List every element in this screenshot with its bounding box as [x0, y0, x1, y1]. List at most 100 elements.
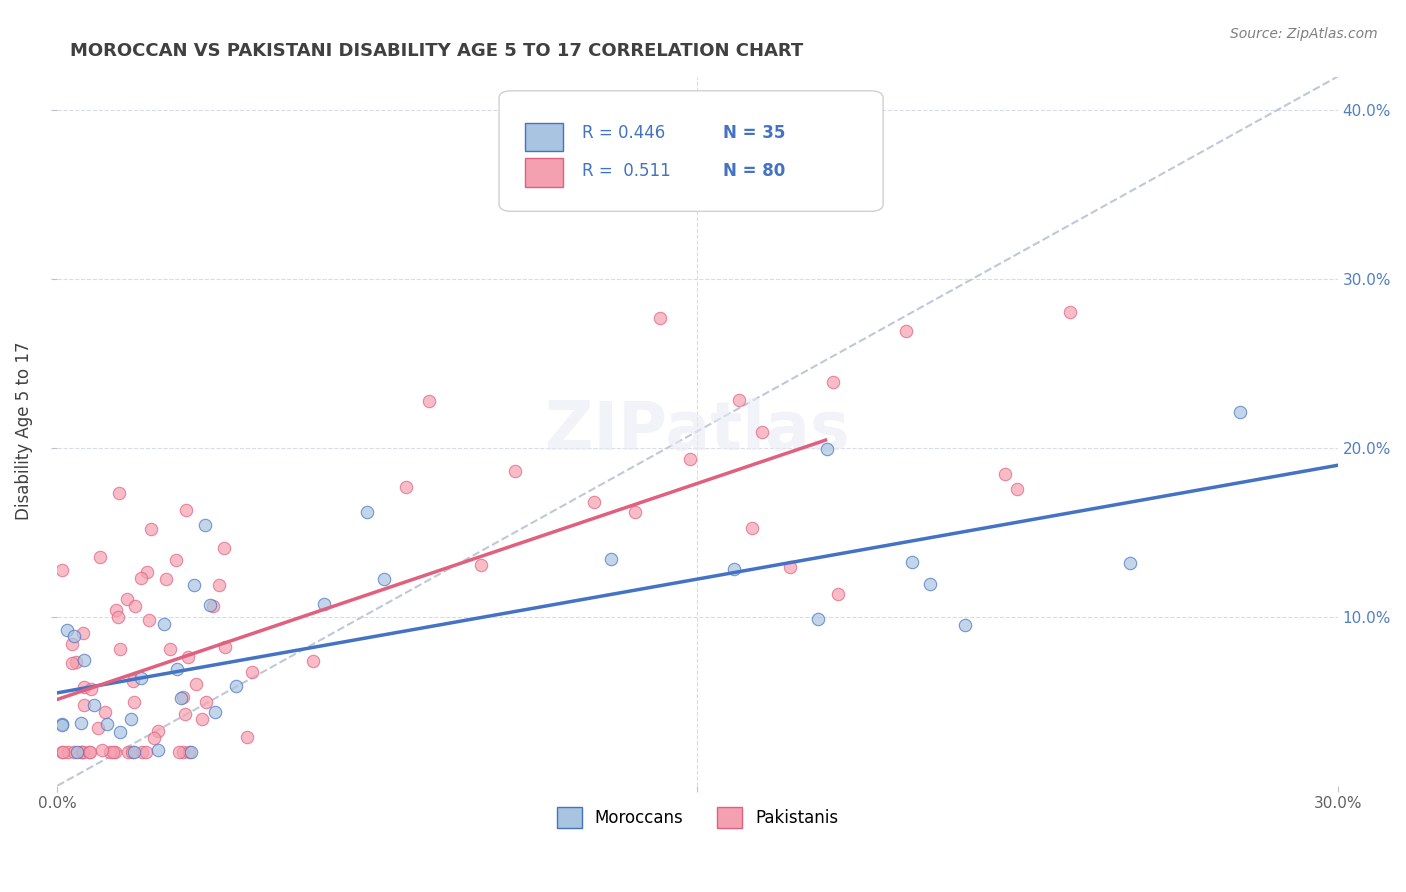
Moroccans: [129, 671, 152, 685]
Pakistanis: [60, 656, 83, 670]
FancyBboxPatch shape: [524, 158, 562, 186]
Pakistanis: [138, 613, 160, 627]
Pakistanis: [80, 682, 103, 697]
Pakistanis: [51, 745, 73, 759]
Pakistanis: [1059, 305, 1081, 319]
Moroccans: [953, 618, 976, 632]
Pakistanis: [143, 731, 166, 745]
Text: MOROCCAN VS PAKISTANI DISABILITY AGE 5 TO 17 CORRELATION CHART: MOROCCAN VS PAKISTANI DISABILITY AGE 5 T…: [70, 42, 803, 60]
Moroccans: [120, 712, 142, 726]
Pakistanis: [582, 495, 605, 509]
Pakistanis: [301, 654, 323, 668]
Pakistanis: [122, 695, 145, 709]
Pakistanis: [650, 311, 672, 326]
Pakistanis: [98, 745, 121, 759]
Pakistanis: [77, 745, 100, 759]
Pakistanis: [1007, 483, 1029, 497]
Pakistanis: [195, 695, 218, 709]
Pakistanis: [115, 591, 138, 606]
Pakistanis: [159, 641, 181, 656]
Pakistanis: [135, 745, 157, 759]
FancyBboxPatch shape: [499, 91, 883, 211]
Pakistanis: [779, 560, 801, 574]
Pakistanis: [105, 603, 128, 617]
Pakistanis: [821, 375, 844, 389]
Pakistanis: [108, 642, 131, 657]
Pakistanis: [741, 521, 763, 535]
Pakistanis: [236, 731, 259, 745]
Pakistanis: [418, 394, 440, 409]
Moroccans: [901, 555, 924, 569]
Moroccans: [373, 573, 395, 587]
Pakistanis: [124, 599, 146, 614]
Pakistanis: [87, 721, 110, 735]
Pakistanis: [155, 573, 177, 587]
Pakistanis: [56, 745, 79, 759]
Pakistanis: [202, 599, 225, 614]
Moroccans: [70, 715, 93, 730]
Pakistanis: [91, 743, 114, 757]
Pakistanis: [51, 563, 73, 577]
Pakistanis: [994, 467, 1017, 482]
Pakistanis: [117, 745, 139, 759]
Pakistanis: [89, 549, 111, 564]
Pakistanis: [623, 504, 645, 518]
Moroccans: [153, 616, 176, 631]
Moroccans: [166, 662, 188, 676]
Moroccans: [170, 690, 193, 705]
Pakistanis: [73, 680, 96, 694]
Pakistanis: [73, 698, 96, 712]
Pakistanis: [122, 674, 145, 689]
Legend: Moroccans, Pakistanis: Moroccans, Pakistanis: [550, 800, 845, 834]
Pakistanis: [72, 745, 94, 759]
Pakistanis: [177, 650, 200, 665]
Pakistanis: [728, 392, 751, 407]
Pakistanis: [60, 637, 83, 651]
Moroccans: [56, 624, 79, 638]
Moroccans: [66, 745, 89, 759]
Pakistanis: [894, 324, 917, 338]
Pakistanis: [69, 745, 91, 759]
Moroccans: [918, 576, 941, 591]
Moroccans: [225, 679, 247, 693]
Pakistanis: [131, 571, 153, 585]
Moroccans: [723, 562, 745, 576]
Text: N = 80: N = 80: [723, 162, 786, 180]
Pakistanis: [190, 712, 212, 726]
Moroccans: [180, 745, 202, 759]
Moroccans: [73, 653, 96, 667]
Moroccans: [312, 598, 335, 612]
Moroccans: [807, 612, 830, 626]
Moroccans: [148, 743, 170, 757]
Pakistanis: [208, 577, 231, 591]
Pakistanis: [65, 656, 87, 670]
Pakistanis: [108, 485, 131, 500]
Pakistanis: [505, 465, 527, 479]
Pakistanis: [104, 745, 127, 759]
Pakistanis: [121, 745, 143, 759]
Pakistanis: [131, 745, 153, 759]
Text: N = 35: N = 35: [723, 124, 786, 143]
Pakistanis: [214, 640, 236, 655]
Moroccans: [62, 629, 84, 643]
Moroccans: [204, 705, 226, 719]
Pakistanis: [63, 745, 86, 759]
Pakistanis: [173, 707, 195, 722]
Pakistanis: [136, 565, 159, 579]
Moroccans: [183, 578, 205, 592]
Pakistanis: [212, 541, 235, 555]
Pakistanis: [103, 745, 125, 759]
Moroccans: [51, 718, 73, 732]
Moroccans: [96, 716, 118, 731]
Pakistanis: [139, 522, 162, 536]
Moroccans: [1119, 556, 1142, 570]
Pakistanis: [165, 552, 187, 566]
Pakistanis: [146, 724, 169, 739]
Pakistanis: [174, 502, 197, 516]
Pakistanis: [72, 626, 94, 640]
Pakistanis: [72, 745, 94, 759]
Pakistanis: [751, 425, 773, 439]
Text: ZIPatlas: ZIPatlas: [546, 398, 849, 464]
Pakistanis: [52, 745, 75, 759]
Pakistanis: [177, 745, 200, 759]
